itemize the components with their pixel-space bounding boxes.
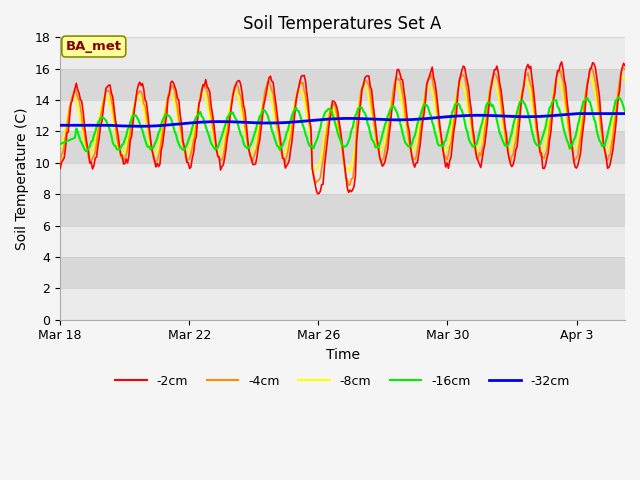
- -32cm: [573, 111, 580, 117]
- -32cm: [136, 123, 143, 129]
- -8cm: [308, 161, 316, 167]
- -2cm: [75, 90, 83, 96]
- -16cm: [56, 141, 64, 147]
- -4cm: [523, 72, 531, 78]
- -16cm: [621, 108, 629, 114]
- -4cm: [335, 126, 343, 132]
- -2cm: [56, 166, 64, 171]
- -8cm: [335, 131, 343, 137]
- -8cm: [245, 147, 253, 153]
- -32cm: [337, 116, 344, 121]
- -8cm: [346, 168, 354, 174]
- -2cm: [523, 64, 531, 70]
- -16cm: [523, 106, 531, 111]
- Line: -32cm: -32cm: [60, 114, 625, 126]
- -32cm: [56, 122, 64, 128]
- Bar: [60, 6, 625, 37]
- -2cm: [314, 191, 321, 197]
- -2cm: [308, 165, 316, 171]
- -4cm: [245, 148, 253, 154]
- -4cm: [621, 67, 629, 72]
- -32cm: [246, 120, 254, 125]
- -2cm: [337, 128, 344, 133]
- -16cm: [337, 138, 344, 144]
- X-axis label: Time: Time: [326, 348, 360, 362]
- Bar: [60, 257, 625, 288]
- -4cm: [600, 142, 607, 147]
- Line: -2cm: -2cm: [60, 62, 625, 194]
- -16cm: [75, 133, 83, 139]
- Line: -8cm: -8cm: [60, 76, 625, 171]
- Title: Soil Temperatures Set A: Soil Temperatures Set A: [243, 15, 442, 33]
- -4cm: [56, 159, 64, 165]
- Legend: -2cm, -4cm, -8cm, -16cm, -32cm: -2cm, -4cm, -8cm, -16cm, -32cm: [110, 370, 575, 393]
- Y-axis label: Soil Temperature (C): Soil Temperature (C): [15, 108, 29, 250]
- -8cm: [598, 135, 606, 141]
- Text: BA_met: BA_met: [66, 40, 122, 53]
- -32cm: [621, 111, 629, 117]
- -2cm: [621, 63, 629, 69]
- Line: -16cm: -16cm: [60, 97, 625, 151]
- Bar: [60, 194, 625, 226]
- -2cm: [558, 59, 566, 65]
- -32cm: [523, 114, 531, 120]
- -8cm: [621, 78, 629, 84]
- -2cm: [245, 146, 253, 152]
- -4cm: [75, 97, 83, 103]
- -16cm: [310, 145, 317, 151]
- -16cm: [82, 148, 90, 154]
- -32cm: [310, 118, 317, 123]
- -16cm: [598, 144, 606, 149]
- -8cm: [523, 80, 531, 85]
- -4cm: [308, 166, 316, 172]
- -16cm: [246, 143, 254, 149]
- -16cm: [614, 95, 622, 100]
- Line: -4cm: -4cm: [60, 67, 625, 185]
- Bar: [60, 69, 625, 100]
- -2cm: [600, 140, 607, 145]
- Bar: [60, 132, 625, 163]
- -4cm: [345, 182, 353, 188]
- -8cm: [56, 149, 64, 155]
- -8cm: [75, 109, 83, 115]
- -8cm: [618, 73, 626, 79]
- -32cm: [600, 111, 607, 117]
- -4cm: [588, 64, 595, 70]
- -32cm: [75, 122, 83, 128]
